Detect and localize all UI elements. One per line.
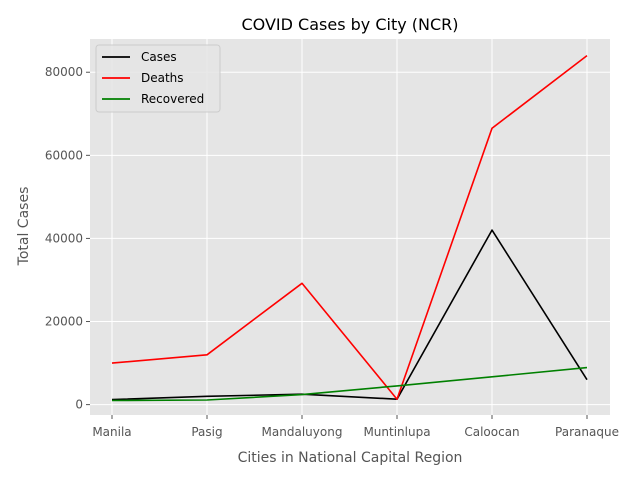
x-tick-label: Muntinlupa: [363, 425, 430, 439]
x-tick-label: Pasig: [191, 425, 222, 439]
series-lines: [111, 54, 588, 402]
series-line-cases: [111, 229, 588, 401]
legend-label-cases: Cases: [141, 50, 177, 64]
series-line-recovered: [111, 366, 588, 402]
series-line-deaths: [111, 54, 588, 401]
y-tick-label: 40000: [45, 231, 83, 245]
y-axis-label: Total Cases: [16, 187, 32, 267]
y-tick-label: 0: [75, 398, 83, 412]
y-tick-label: 80000: [45, 65, 83, 79]
x-tick-label: Manila: [92, 425, 131, 439]
y-tick-label: 20000: [45, 315, 83, 329]
legend-box: [95, 44, 221, 113]
tick-labels: Manila Pasig Mandaluyong Muntinlupa Caloocan…: [45, 65, 619, 439]
legend-label-deaths: Deaths: [141, 71, 184, 85]
legend-label-recovered: Recovered: [141, 92, 204, 106]
grid: [90, 39, 610, 415]
legend: Cases Deaths Recovered: [95, 44, 221, 113]
x-tick-label: Caloocan: [464, 425, 519, 439]
y-tick-label: 60000: [45, 148, 83, 162]
x-tick-label: Mandaluyong: [262, 425, 343, 439]
x-axis-label: Cities in National Capital Region: [238, 450, 463, 466]
x-tick-label: Paranaque: [555, 425, 619, 439]
chart-title: COVID Cases by City (NCR): [241, 15, 458, 34]
